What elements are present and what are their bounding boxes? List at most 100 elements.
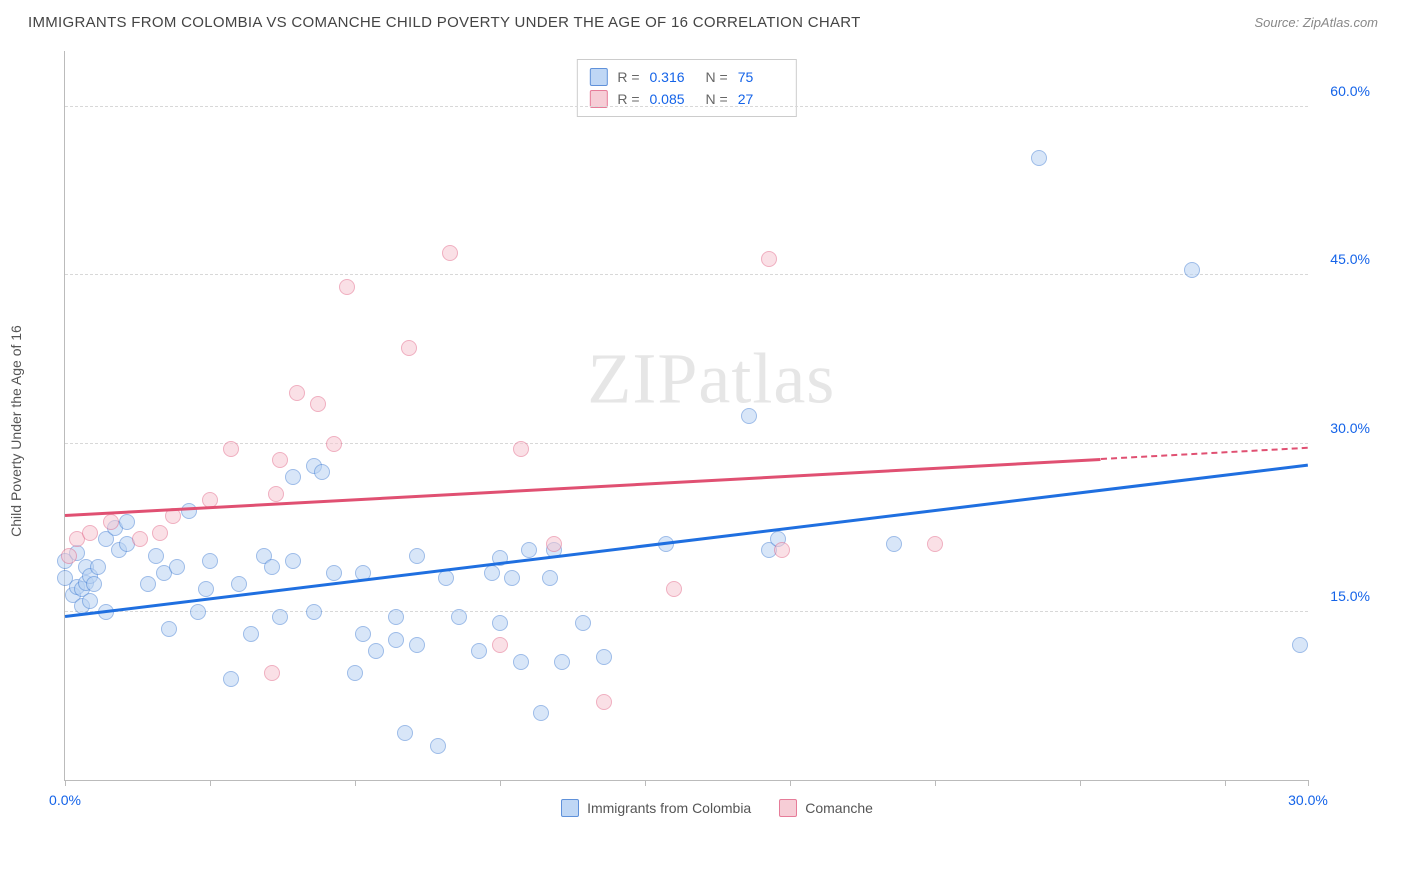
gridline-h (65, 106, 1308, 107)
legend-n-value: 75 (738, 69, 784, 85)
data-point (1292, 637, 1308, 653)
data-point (223, 671, 239, 687)
data-point (285, 469, 301, 485)
legend-r-label: R = (617, 91, 639, 107)
x-tick (500, 780, 501, 786)
data-point (132, 531, 148, 547)
y-tick-label: 15.0% (1330, 588, 1370, 604)
legend-r-label: R = (617, 69, 639, 85)
data-point (774, 542, 790, 558)
data-point (430, 738, 446, 754)
data-point (388, 609, 404, 625)
data-point (471, 643, 487, 659)
x-tick (645, 780, 646, 786)
legend-item: Immigrants from Colombia (561, 799, 751, 817)
y-tick-label: 30.0% (1330, 420, 1370, 436)
data-point (339, 279, 355, 295)
x-tick (935, 780, 936, 786)
watermark: ZIPatlas (587, 338, 835, 421)
chart-header: IMMIGRANTS FROM COLOMBIA VS COMANCHE CHI… (0, 0, 1406, 41)
data-point (152, 525, 168, 541)
data-point (82, 593, 98, 609)
data-point (761, 251, 777, 267)
data-point (264, 559, 280, 575)
plot-region: ZIPatlas R =0.316N =75R =0.085N =27 15.0… (64, 51, 1308, 781)
data-point (388, 632, 404, 648)
data-point (368, 643, 384, 659)
data-point (161, 621, 177, 637)
data-point (289, 385, 305, 401)
data-point (140, 576, 156, 592)
legend-item: Comanche (779, 799, 873, 817)
data-point (202, 553, 218, 569)
data-point (409, 637, 425, 653)
legend-r-value: 0.085 (650, 91, 696, 107)
legend-n-value: 27 (738, 91, 784, 107)
data-point (347, 665, 363, 681)
legend-swatch (779, 799, 797, 817)
data-point (438, 570, 454, 586)
data-point (886, 536, 902, 552)
data-point (442, 245, 458, 261)
data-point (484, 565, 500, 581)
data-point (513, 654, 529, 670)
data-point (181, 503, 197, 519)
legend-swatch (561, 799, 579, 817)
data-point (513, 441, 529, 457)
legend-swatch (589, 68, 607, 86)
legend-label: Immigrants from Colombia (587, 800, 751, 816)
legend-r-value: 0.316 (650, 69, 696, 85)
data-point (533, 705, 549, 721)
data-point (666, 581, 682, 597)
data-point (542, 570, 558, 586)
data-point (596, 694, 612, 710)
legend-n-label: N = (706, 91, 728, 107)
legend-series: Immigrants from Colombia Comanche (56, 799, 1378, 817)
data-point (310, 396, 326, 412)
data-point (546, 536, 562, 552)
data-point (148, 548, 164, 564)
x-tick (210, 780, 211, 786)
data-point (504, 570, 520, 586)
gridline-h (65, 443, 1308, 444)
data-point (596, 649, 612, 665)
data-point (103, 514, 119, 530)
trend-line (65, 463, 1308, 617)
data-point (451, 609, 467, 625)
chart-area: Child Poverty Under the Age of 16 ZIPatl… (56, 41, 1378, 821)
data-point (521, 542, 537, 558)
data-point (409, 548, 425, 564)
data-point (90, 559, 106, 575)
data-point (326, 565, 342, 581)
legend-label: Comanche (805, 800, 873, 816)
data-point (492, 637, 508, 653)
data-point (741, 408, 757, 424)
data-point (1184, 262, 1200, 278)
y-axis-label: Child Poverty Under the Age of 16 (8, 325, 24, 537)
data-point (575, 615, 591, 631)
data-point (401, 340, 417, 356)
data-point (285, 553, 301, 569)
data-point (554, 654, 570, 670)
data-point (326, 436, 342, 452)
data-point (355, 626, 371, 642)
legend-row: R = 0.316 N = 75 (589, 66, 783, 88)
legend-n-label: N = (706, 69, 728, 85)
data-point (314, 464, 330, 480)
data-point (264, 665, 280, 681)
chart-title: IMMIGRANTS FROM COLOMBIA VS COMANCHE CHI… (28, 14, 861, 31)
data-point (927, 536, 943, 552)
data-point (492, 615, 508, 631)
data-point (82, 525, 98, 541)
gridline-h (65, 274, 1308, 275)
y-tick-label: 45.0% (1330, 251, 1370, 267)
x-tick (1225, 780, 1226, 786)
data-point (243, 626, 259, 642)
x-tick (1080, 780, 1081, 786)
x-tick (65, 780, 66, 786)
x-tick (355, 780, 356, 786)
data-point (268, 486, 284, 502)
data-point (169, 559, 185, 575)
data-point (1031, 150, 1047, 166)
gridline-h (65, 611, 1308, 612)
